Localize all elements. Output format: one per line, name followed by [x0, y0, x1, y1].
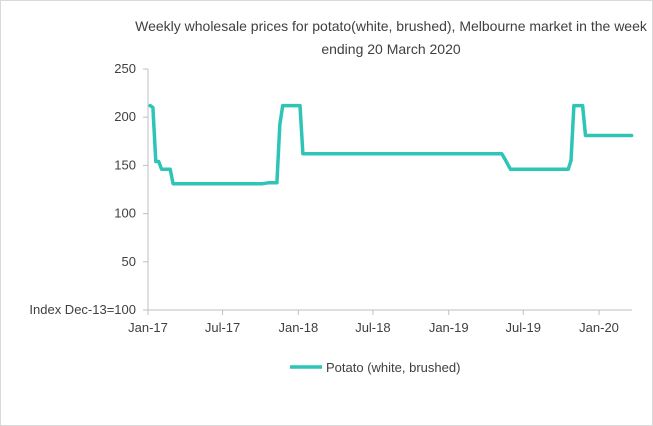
y-axis-label: Index Dec-13=100: [29, 302, 136, 317]
y-axis: 250 200 150 100 50 Index Dec-13=100: [29, 61, 149, 317]
y-tick-label: 100: [114, 206, 136, 221]
legend-label: Potato (white, brushed): [326, 360, 460, 375]
y-tick-label: 150: [114, 157, 136, 172]
series-line: [148, 103, 634, 186]
y-tick-label: 250: [114, 61, 136, 76]
x-tick-label: Jul-19: [506, 320, 541, 335]
y-tick-label: 50: [122, 254, 136, 269]
x-tick-label: Jul-18: [355, 320, 390, 335]
x-tick-label: Jan-17: [128, 320, 168, 335]
y-tick-label: 200: [114, 109, 136, 124]
chart-title: Weekly wholesale prices for potato(white…: [135, 18, 647, 57]
x-tick-label: Jan-18: [278, 320, 318, 335]
legend: Potato (white, brushed): [290, 360, 460, 375]
x-tick-label: Jan-20: [579, 320, 619, 335]
x-tick-label: Jul-17: [205, 320, 240, 335]
x-tick-label: Jan-19: [429, 320, 469, 335]
x-axis: Jan-17 Jul-17 Jan-18 Jul-18 Jan-19 Jul-19 Jan-…: [128, 309, 632, 335]
series-layer: [148, 103, 634, 186]
